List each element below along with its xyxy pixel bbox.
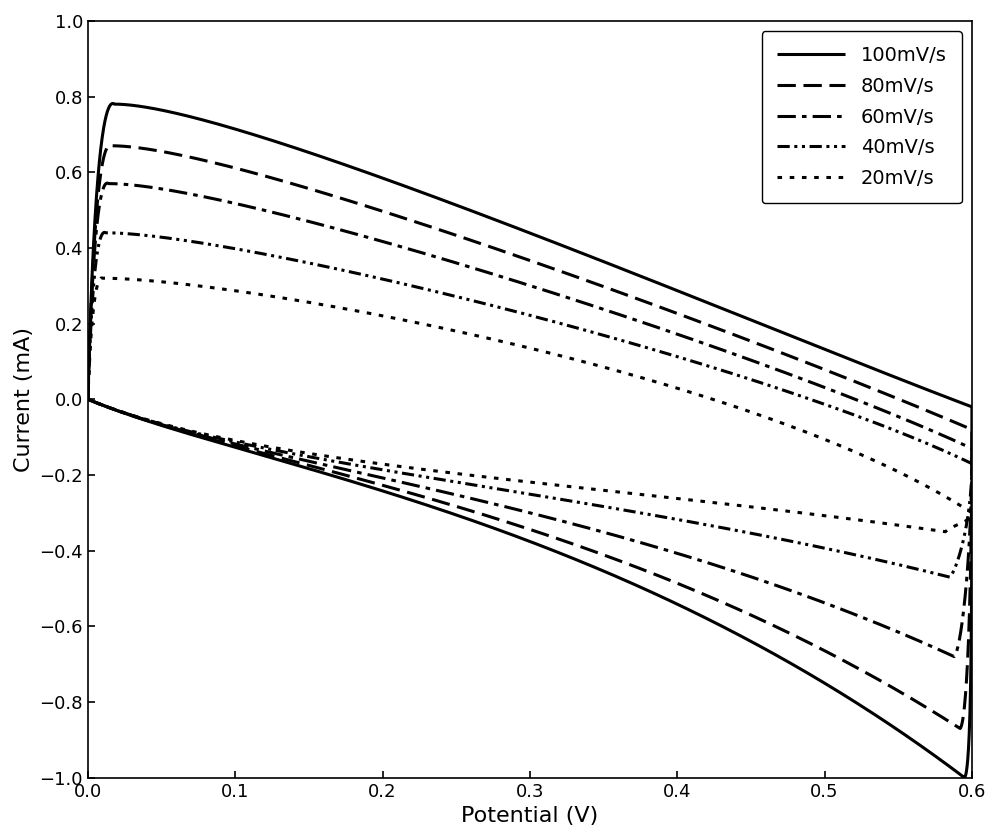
60mV/s xyxy=(948,652,960,662)
80mV/s xyxy=(965,509,977,519)
40mV/s xyxy=(82,394,94,404)
100mV/s xyxy=(82,394,94,404)
100mV/s xyxy=(888,372,900,382)
100mV/s xyxy=(959,773,971,783)
60mV/s xyxy=(101,178,113,188)
20mV/s xyxy=(888,465,900,475)
Line: 100mV/s: 100mV/s xyxy=(88,103,972,778)
80mV/s xyxy=(82,394,94,404)
80mV/s xyxy=(89,233,101,243)
80mV/s xyxy=(954,723,966,733)
40mV/s xyxy=(164,422,176,432)
X-axis label: Potential (V): Potential (V) xyxy=(461,806,599,826)
100mV/s xyxy=(90,206,102,216)
80mV/s xyxy=(888,392,900,402)
40mV/s xyxy=(944,572,956,582)
80mV/s xyxy=(82,394,94,404)
100mV/s xyxy=(107,98,119,108)
40mV/s xyxy=(964,491,976,501)
Line: 80mV/s: 80mV/s xyxy=(88,145,972,728)
100mV/s xyxy=(654,591,666,601)
20mV/s xyxy=(82,394,94,404)
20mV/s xyxy=(288,295,300,305)
Line: 40mV/s: 40mV/s xyxy=(88,233,972,577)
40mV/s xyxy=(290,255,302,265)
40mV/s xyxy=(98,228,110,238)
20mV/s xyxy=(96,273,108,283)
40mV/s xyxy=(644,510,656,520)
60mV/s xyxy=(88,256,100,266)
Line: 60mV/s: 60mV/s xyxy=(88,183,972,657)
60mV/s xyxy=(888,410,900,420)
80mV/s xyxy=(651,570,663,580)
80mV/s xyxy=(104,140,116,150)
Y-axis label: Current (mA): Current (mA) xyxy=(14,327,34,472)
60mV/s xyxy=(647,541,659,551)
20mV/s xyxy=(82,394,94,404)
80mV/s xyxy=(164,423,176,433)
60mV/s xyxy=(292,213,304,223)
100mV/s xyxy=(966,507,978,517)
100mV/s xyxy=(164,423,176,433)
20mV/s xyxy=(964,512,976,522)
20mV/s xyxy=(642,491,654,501)
60mV/s xyxy=(965,502,977,512)
100mV/s xyxy=(296,145,308,155)
20mV/s xyxy=(164,421,176,431)
Legend: 100mV/s, 80mV/s, 60mV/s, 40mV/s, 20mV/s: 100mV/s, 80mV/s, 60mV/s, 40mV/s, 20mV/s xyxy=(762,30,962,203)
20mV/s xyxy=(939,527,951,537)
40mV/s xyxy=(82,394,94,404)
40mV/s xyxy=(87,288,99,298)
60mV/s xyxy=(82,394,94,404)
80mV/s xyxy=(294,181,306,191)
40mV/s xyxy=(888,425,900,435)
100mV/s xyxy=(82,394,94,404)
20mV/s xyxy=(86,317,98,327)
60mV/s xyxy=(164,422,176,432)
Line: 20mV/s: 20mV/s xyxy=(88,278,972,532)
60mV/s xyxy=(82,394,94,404)
